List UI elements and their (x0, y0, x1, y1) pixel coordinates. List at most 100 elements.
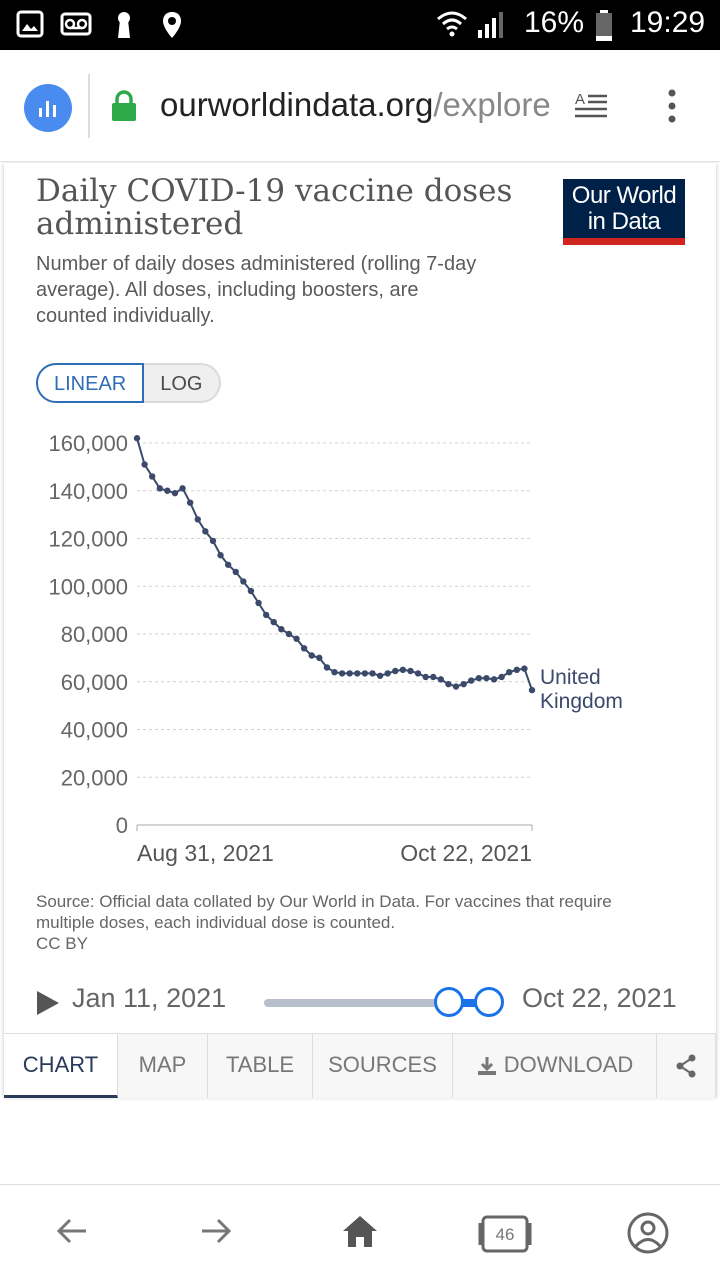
site-favicon[interactable] (24, 84, 72, 132)
data-point (528, 686, 536, 694)
linear-scale-button[interactable]: LINEAR (36, 363, 145, 403)
timeline-start-handle[interactable] (434, 987, 464, 1017)
scale-toggle: LINEAR LOG (36, 363, 221, 403)
x-tick-label: Oct 22, 2021 (400, 840, 532, 866)
data-point (460, 680, 467, 688)
chart-tabs: CHART MAP TABLE SOURCES DOWNLOAD (4, 1033, 716, 1098)
data-point (293, 635, 300, 642)
data-point (437, 676, 445, 683)
url-field[interactable]: ourworldindata.org/explore (160, 86, 552, 124)
forward-arrow-icon[interactable] (196, 1211, 236, 1251)
wifi-icon (437, 11, 467, 37)
logo-line1: Our World (571, 182, 677, 209)
clock: 19:29 (630, 6, 706, 39)
series-label-line1: United (540, 666, 601, 689)
source-text: Source: Official data collated by Our Wo… (36, 892, 612, 932)
tab-sources[interactable]: SOURCES (313, 1034, 453, 1098)
svg-text:A: A (575, 91, 585, 108)
chart-subtitle: Number of daily doses administered (roll… (36, 253, 477, 327)
y-tick-label: 80,000 (61, 622, 128, 647)
data-point (164, 487, 171, 494)
gallery-icon (16, 10, 44, 38)
data-point (186, 499, 194, 506)
data-point (445, 680, 452, 688)
download-label: DOWNLOAD (503, 1052, 634, 1077)
owid-logo[interactable]: Our World in Data (563, 179, 685, 245)
data-point (361, 670, 369, 677)
chart-card: Daily COVID-19 vaccine doses administere… (4, 162, 716, 1098)
y-tick-label: 40,000 (61, 718, 128, 743)
data-point (148, 473, 156, 480)
tab-share[interactable] (657, 1034, 716, 1098)
data-point (452, 683, 460, 690)
data-point (156, 485, 163, 492)
url-divider (88, 74, 90, 138)
y-tick-label: 160,000 (48, 431, 128, 456)
data-point (240, 578, 247, 585)
data-point (323, 664, 331, 671)
data-point (255, 599, 262, 607)
data-point (285, 630, 293, 638)
y-tick-label: 20,000 (61, 765, 128, 790)
data-point (171, 489, 179, 497)
source-note: Source: Official data collated by Our Wo… (36, 891, 656, 954)
tabs-switcher-icon[interactable] (478, 1211, 532, 1257)
browser-bottom-nav: 46 (0, 1184, 720, 1280)
timeline-track[interactable] (264, 999, 490, 1007)
data-point (513, 666, 521, 674)
home-icon[interactable] (340, 1211, 380, 1251)
back-arrow-icon[interactable] (52, 1211, 92, 1251)
account-icon[interactable] (626, 1211, 670, 1255)
timeline-end-label: Oct 22, 2021 (522, 983, 677, 1013)
play-icon[interactable] (34, 989, 62, 1017)
data-point (202, 528, 209, 535)
y-tick-label: 100,000 (48, 574, 128, 599)
y-tick-label: 140,000 (48, 479, 128, 504)
timeline: Jan 11, 2021 Oct 22, 2021 (4, 973, 716, 1033)
data-point (316, 654, 323, 662)
timeline-start-label: Jan 11, 2021 (72, 983, 227, 1013)
y-tick-label: 60,000 (61, 670, 128, 695)
url-path: /explore (433, 86, 551, 123)
tab-map[interactable]: MAP (118, 1034, 208, 1098)
data-point (468, 677, 475, 684)
license-text[interactable]: CC BY (36, 934, 88, 953)
data-point (224, 561, 232, 568)
x-tick-label: Aug 31, 2021 (137, 840, 274, 866)
data-point (278, 626, 285, 633)
timeline-selected-range (448, 999, 488, 1007)
data-point (331, 669, 338, 676)
data-point (407, 667, 414, 675)
data-point (376, 672, 384, 679)
data-point (308, 652, 315, 659)
y-tick-label: 0 (116, 813, 128, 838)
timeline-end-handle[interactable] (474, 987, 504, 1017)
data-point (354, 670, 361, 677)
overflow-menu-icon[interactable] (662, 86, 682, 126)
data-point (521, 665, 528, 672)
url-domain: ourworldindata.org (160, 86, 434, 123)
location-icon (163, 12, 181, 38)
tab-table[interactable]: TABLE (208, 1034, 313, 1098)
data-point (217, 552, 224, 559)
data-point (300, 645, 308, 652)
log-scale-button[interactable]: LOG (144, 363, 221, 403)
tab-download[interactable]: DOWNLOAD (453, 1034, 657, 1098)
data-point (232, 568, 239, 576)
data-point (430, 673, 437, 681)
data-point (392, 667, 399, 675)
data-point (483, 674, 490, 682)
page-content: Daily COVID-19 vaccine doses administere… (0, 162, 720, 1184)
data-point (133, 435, 141, 442)
download-icon (477, 1057, 496, 1076)
browser-url-bar: ourworldindata.org/explore A (0, 50, 720, 162)
data-point (346, 670, 353, 677)
reader-mode-icon[interactable]: A (574, 90, 608, 120)
data-point (179, 485, 186, 492)
line-chart: 0 20,000 40,000 60,000 80,000 100,000 120,000 1… (48, 431, 622, 866)
keyhole-icon (118, 12, 130, 38)
data-point (475, 674, 483, 682)
data-point (490, 676, 498, 683)
tab-chart[interactable]: CHART (4, 1034, 118, 1098)
data-point (399, 666, 407, 674)
